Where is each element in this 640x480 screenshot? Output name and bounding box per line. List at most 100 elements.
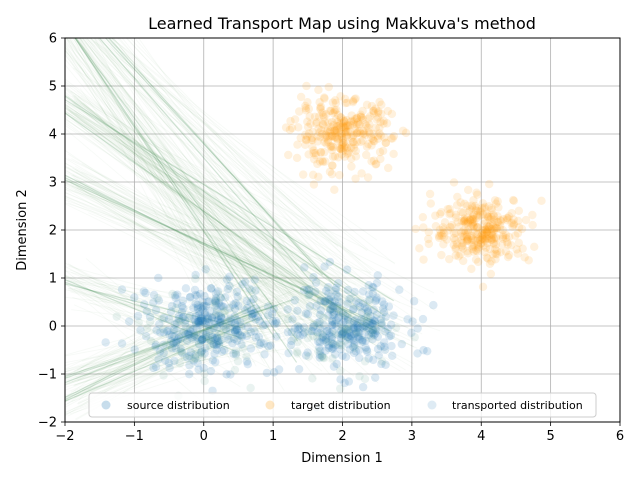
target-point [369,106,378,115]
source-point [288,315,297,324]
x-tick-label: 4 [477,429,485,444]
source-point [230,327,240,336]
source-point [219,321,228,330]
source-point [263,310,273,320]
source-point [322,326,332,336]
transport-line [65,107,370,335]
source-point [184,331,194,340]
transport-line [65,175,376,318]
source-point [214,337,223,347]
transport-line [113,38,299,271]
transport-line [74,38,276,339]
source-point [364,330,374,340]
transport-line [70,90,399,292]
source-point [212,319,221,329]
transport-line [65,311,232,373]
transport-line [73,275,274,372]
transported-point [323,297,332,306]
target-point [321,130,330,139]
target-point [466,215,475,225]
source-point [230,334,239,344]
transported-point [360,374,370,384]
target-point [344,148,353,157]
target-point [469,210,478,219]
transport-line [66,108,324,302]
transport-line [65,307,225,402]
source-point [151,340,161,350]
source-point [332,359,341,369]
transport-line [89,276,243,331]
target-point [458,238,467,248]
target-point [485,259,495,268]
transported-point [365,296,374,305]
source-point [354,333,363,342]
transport-line [82,115,325,278]
transport-line [79,38,257,312]
transport-line [65,39,271,304]
target-point [353,128,362,137]
source-point [299,323,309,332]
source-point [231,320,240,329]
target-point [445,204,454,214]
source-point [212,333,222,342]
transported-point [175,359,185,368]
source-point [240,277,250,287]
target-point [315,98,324,107]
source-point [250,327,259,336]
transport-line [65,275,167,340]
target-point [347,116,356,126]
transport-line [65,276,224,379]
transported-point [112,312,121,321]
source-point [203,312,213,321]
source-point [193,304,203,314]
transported-point [335,384,345,393]
source-point [124,317,134,326]
source-point [196,348,206,357]
target-point [504,212,514,221]
target-point [336,113,345,122]
transport-line [74,323,248,398]
source-point [230,326,239,335]
source-point [380,342,389,351]
transport-line [65,337,289,398]
transport-line [102,38,321,273]
transport-line [82,294,203,374]
target-point [486,224,495,234]
source-point [232,325,241,335]
source-point [197,312,206,321]
target-point [508,222,517,231]
source-point [267,309,277,319]
transport-line [72,38,246,356]
source-point [372,295,381,304]
transported-point [187,354,196,363]
transport-line [70,38,285,336]
target-point [342,115,351,125]
target-point [471,206,481,215]
source-point [178,296,188,305]
target-point [494,217,503,227]
target-point [342,123,351,132]
source-point [361,322,370,331]
source-point [130,293,139,302]
source-point [316,296,325,306]
source-point [357,336,367,345]
transport-line [67,166,390,336]
target-point [509,220,518,230]
target-point [460,217,469,226]
source-point [324,343,333,353]
transported-point [222,319,232,329]
source-point [172,318,181,328]
target-point [437,250,446,260]
source-point [179,327,188,336]
target-point [286,116,295,126]
target-point [453,192,462,202]
source-point [190,331,199,340]
transport-line [65,38,341,313]
transport-line [65,178,399,337]
y-tick-label: 5 [49,80,57,95]
transport-line [74,38,299,342]
source-point [368,326,377,335]
target-point [451,213,460,222]
target-point [342,131,352,140]
transport-line [81,162,357,336]
